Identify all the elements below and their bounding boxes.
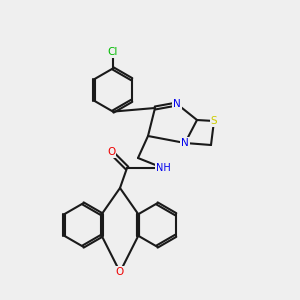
- Text: N: N: [181, 138, 189, 148]
- Text: O: O: [107, 147, 115, 157]
- Text: N: N: [173, 99, 181, 109]
- Text: S: S: [211, 116, 217, 126]
- Text: O: O: [116, 267, 124, 277]
- Text: Cl: Cl: [108, 47, 118, 57]
- Text: NH: NH: [156, 163, 170, 173]
